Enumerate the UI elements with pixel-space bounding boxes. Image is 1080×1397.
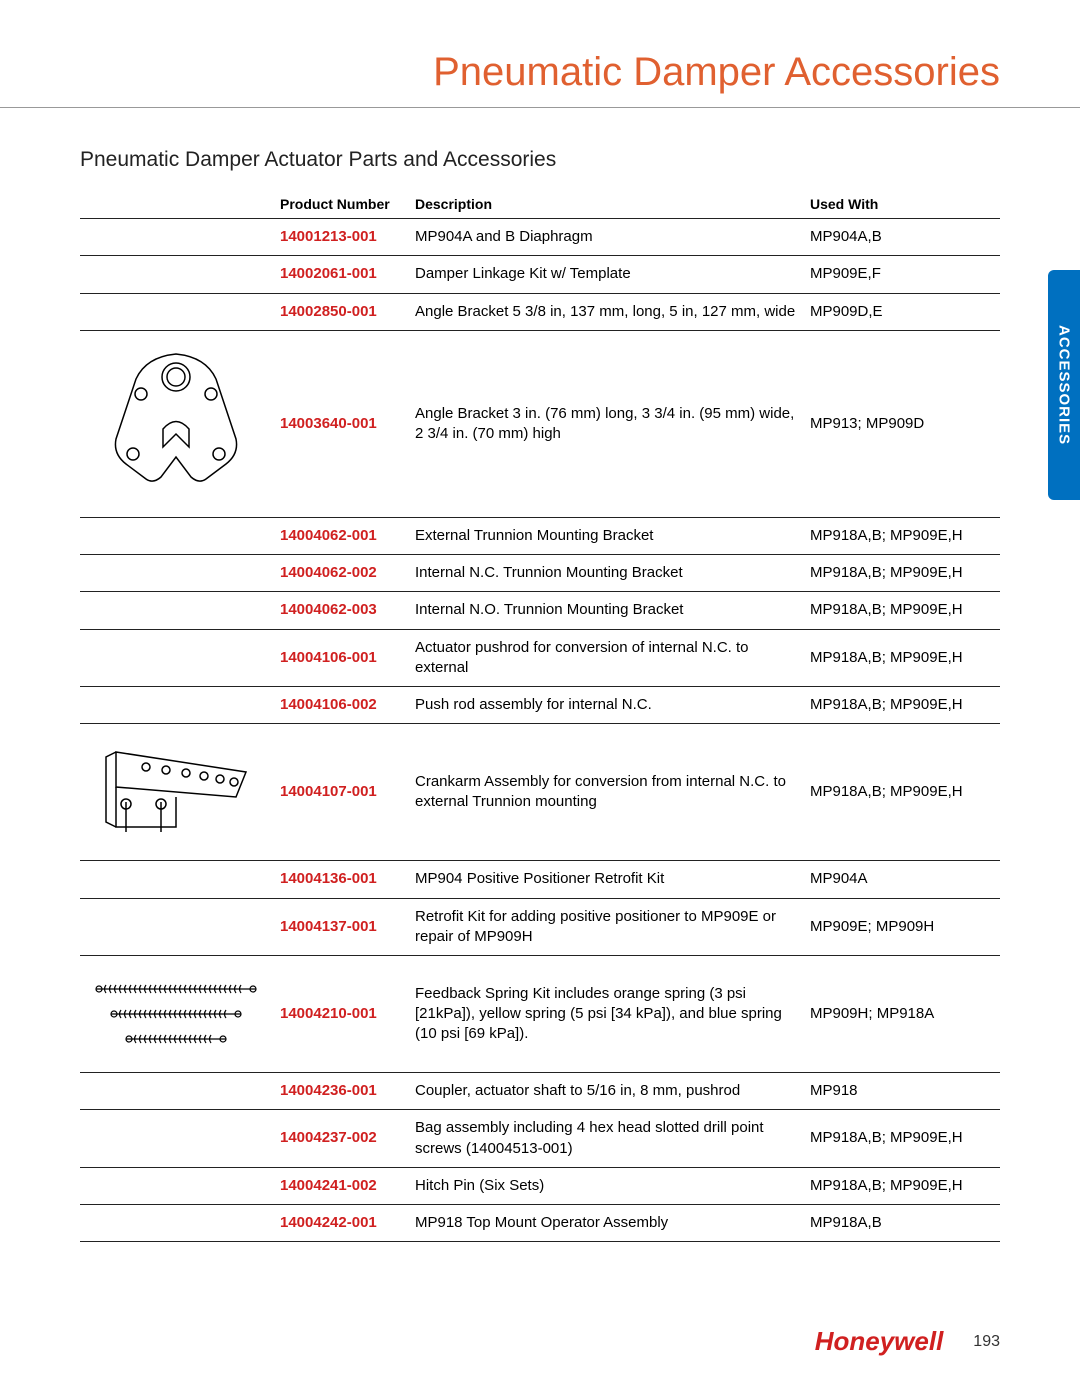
cell-description: Feedback Spring Kit includes orange spri… (415, 956, 810, 1073)
table-row: 14004236-001Coupler, actuator shaft to 5… (80, 1073, 1000, 1110)
cell-image (80, 555, 280, 592)
table-row: 14002850-001Angle Bracket 5 3/8 in, 137 … (80, 293, 1000, 330)
cell-product-number: 14004210-001 (280, 956, 415, 1073)
cell-description: Angle Bracket 5 3/8 in, 137 mm, long, 5 … (415, 293, 810, 330)
cell-description: Bag assembly including 4 hex head slotte… (415, 1110, 810, 1168)
cell-product-number: 14004062-001 (280, 517, 415, 554)
page-number: 193 (973, 1333, 1000, 1351)
cell-image (80, 592, 280, 629)
cell-image (80, 219, 280, 256)
cell-image (80, 1205, 280, 1242)
parts-table: Product Number Description Used With 140… (80, 190, 1000, 1242)
cell-product-number: 14004062-003 (280, 592, 415, 629)
table-row: 14004107-001Crankarm Assembly for conver… (80, 724, 1000, 861)
cell-used-with: MP904A (810, 861, 1000, 898)
cell-product-number: 14004242-001 (280, 1205, 415, 1242)
table-row: 14004210-001Feedback Spring Kit includes… (80, 956, 1000, 1073)
cell-description: Crankarm Assembly for conversion from in… (415, 724, 810, 861)
table-row: 14004237-002Bag assembly including 4 hex… (80, 1110, 1000, 1168)
cell-used-with: MP918A,B; MP909E,H (810, 592, 1000, 629)
col-header-image (80, 190, 280, 219)
cell-used-with: MP909E; MP909H (810, 898, 1000, 956)
page-footer: Honeywell 193 (815, 1326, 1000, 1357)
cell-product-number: 14004237-002 (280, 1110, 415, 1168)
cell-image (80, 293, 280, 330)
cell-product-number: 14004062-002 (280, 555, 415, 592)
cell-image (80, 956, 280, 1073)
cell-used-with: MP909D,E (810, 293, 1000, 330)
page-title: Pneumatic Damper Accessories (0, 0, 1080, 108)
cell-product-number: 14004236-001 (280, 1073, 415, 1110)
cell-used-with: MP918A,B; MP909E,H (810, 1167, 1000, 1204)
cell-product-number: 14001213-001 (280, 219, 415, 256)
cell-image (80, 724, 280, 861)
cell-product-number: 14004241-002 (280, 1167, 415, 1204)
cell-description: Angle Bracket 3 in. (76 mm) long, 3 3/4 … (415, 330, 810, 517)
cell-image (80, 629, 280, 687)
cell-used-with: MP918A,B (810, 1205, 1000, 1242)
cell-image (80, 1110, 280, 1168)
table-row: 14002061-001Damper Linkage Kit w/ Templa… (80, 256, 1000, 293)
cell-used-with: MP918A,B; MP909E,H (810, 517, 1000, 554)
cell-image (80, 517, 280, 554)
cell-used-with: MP913; MP909D (810, 330, 1000, 517)
table-row: 14004062-001External Trunnion Mounting B… (80, 517, 1000, 554)
table-row: 14004242-001MP918 Top Mount Operator Ass… (80, 1205, 1000, 1242)
table-row: 14004062-002Internal N.C. Trunnion Mount… (80, 555, 1000, 592)
cell-product-number: 14004137-001 (280, 898, 415, 956)
section-subtitle: Pneumatic Damper Actuator Parts and Acce… (80, 148, 1000, 172)
cell-used-with: MP918A,B; MP909E,H (810, 1110, 1000, 1168)
cell-product-number: 14004106-002 (280, 687, 415, 724)
cell-description: Push rod assembly for internal N.C. (415, 687, 810, 724)
table-row: 14003640-001Angle Bracket 3 in. (76 mm) … (80, 330, 1000, 517)
cell-description: Internal N.C. Trunnion Mounting Bracket (415, 555, 810, 592)
cell-used-with: MP918A,B; MP909E,H (810, 687, 1000, 724)
cell-product-number: 14003640-001 (280, 330, 415, 517)
cell-image (80, 861, 280, 898)
brand-logo: Honeywell (815, 1326, 944, 1357)
cell-product-number: 14004107-001 (280, 724, 415, 861)
cell-used-with: MP918 (810, 1073, 1000, 1110)
cell-image (80, 1073, 280, 1110)
table-row: 14004136-001MP904 Positive Positioner Re… (80, 861, 1000, 898)
cell-product-number: 14002061-001 (280, 256, 415, 293)
side-tab-accessories: ACCESSORIES (1048, 270, 1080, 500)
cell-image (80, 330, 280, 517)
cell-description: MP904 Positive Positioner Retrofit Kit (415, 861, 810, 898)
col-header-pn: Product Number (280, 190, 415, 219)
cell-description: MP918 Top Mount Operator Assembly (415, 1205, 810, 1242)
table-row: 14004106-002Push rod assembly for intern… (80, 687, 1000, 724)
cell-product-number: 14004106-001 (280, 629, 415, 687)
table-row: 14004137-001Retrofit Kit for adding posi… (80, 898, 1000, 956)
cell-used-with: MP909E,F (810, 256, 1000, 293)
table-row: 14001213-001MP904A and B DiaphragmMP904A… (80, 219, 1000, 256)
cell-description: Retrofit Kit for adding positive positio… (415, 898, 810, 956)
table-header-row: Product Number Description Used With (80, 190, 1000, 219)
cell-description: Coupler, actuator shaft to 5/16 in, 8 mm… (415, 1073, 810, 1110)
cell-product-number: 14002850-001 (280, 293, 415, 330)
content-area: Pneumatic Damper Actuator Parts and Acce… (0, 148, 1080, 1242)
cell-used-with: MP918A,B; MP909E,H (810, 724, 1000, 861)
cell-description: Damper Linkage Kit w/ Template (415, 256, 810, 293)
col-header-uw: Used With (810, 190, 1000, 219)
table-row: 14004106-001Actuator pushrod for convers… (80, 629, 1000, 687)
table-row: 14004062-003Internal N.O. Trunnion Mount… (80, 592, 1000, 629)
cell-used-with: MP918A,B; MP909E,H (810, 629, 1000, 687)
table-row: 14004241-002Hitch Pin (Six Sets)MP918A,B… (80, 1167, 1000, 1204)
cell-description: External Trunnion Mounting Bracket (415, 517, 810, 554)
cell-description: Internal N.O. Trunnion Mounting Bracket (415, 592, 810, 629)
cell-image (80, 1167, 280, 1204)
cell-used-with: MP918A,B; MP909E,H (810, 555, 1000, 592)
cell-product-number: 14004136-001 (280, 861, 415, 898)
cell-used-with: MP909H; MP918A (810, 956, 1000, 1073)
cell-image (80, 898, 280, 956)
col-header-desc: Description (415, 190, 810, 219)
cell-image (80, 256, 280, 293)
cell-description: Hitch Pin (Six Sets) (415, 1167, 810, 1204)
cell-image (80, 687, 280, 724)
cell-description: Actuator pushrod for conversion of inter… (415, 629, 810, 687)
cell-description: MP904A and B Diaphragm (415, 219, 810, 256)
cell-used-with: MP904A,B (810, 219, 1000, 256)
